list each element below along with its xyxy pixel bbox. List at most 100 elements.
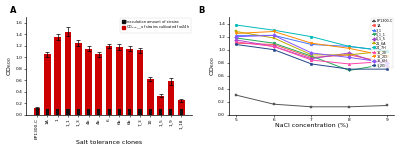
24_7H [309,36,314,38]
16_6H [384,62,389,64]
24_7H [347,45,352,47]
Text: B: B [199,6,205,15]
16_2D [384,55,389,57]
Bar [46,109,49,115]
5_1_1 [234,37,238,39]
Bar [126,49,133,115]
Bar [34,108,40,115]
Bar [168,81,174,115]
Line: 24_7H: 24_7H [235,24,388,52]
1_2G [347,68,352,70]
1A [234,42,238,44]
Bar [65,32,71,115]
21_6A [234,31,238,32]
16_6H [309,52,314,54]
3_1 [271,34,276,36]
Y-axis label: OD$_{600}$: OD$_{600}$ [6,56,14,76]
Line: 1A: 1A [235,42,388,64]
16_6H [347,57,352,58]
Text: A: A [10,6,16,15]
1A [271,44,276,45]
Line: 21_6A: 21_6A [235,30,388,56]
1_2G [271,49,276,51]
Legend: Inoculation amount of strains, OD$_{600}$__ of strains cultivated for24h: Inoculation amount of strains, OD$_{600}… [120,18,191,33]
24_7H [271,29,276,31]
Bar [169,109,172,115]
Bar [137,50,143,115]
21_6A [271,37,276,39]
5_1_5 [271,45,276,47]
16_2D [347,47,352,49]
Bar [106,46,112,115]
1_2G [384,68,389,70]
Bar [36,108,39,115]
EP1300-C [234,94,238,96]
21_6A [384,50,389,52]
Line: 5_1_5: 5_1_5 [235,39,388,67]
Bar [149,109,152,115]
Line: 3_1: 3_1 [235,34,388,52]
Bar [108,109,111,115]
16_2D [309,42,314,44]
X-axis label: NaCl concentration (%): NaCl concentration (%) [275,124,348,129]
Y-axis label: OD$_{600}$: OD$_{600}$ [208,56,217,76]
EP1300-C [384,105,389,106]
Legend: EP1300-C, 1A, 3_1, 5_1_1, 5_1_5, 21_6A, 24_7H, 16_2E, 16_2D, 16_6H, 1_2G: EP1300-C, 1A, 3_1, 5_1_1, 5_1_5, 21_6A, … [371,18,394,68]
21_6A [347,54,352,56]
Bar [157,96,164,115]
3_1 [234,34,238,36]
1A [347,54,352,56]
Line: 16_2D: 16_2D [235,30,388,58]
Bar [56,109,59,115]
Bar [66,109,70,115]
16_2E [347,63,352,65]
5_1_1 [347,69,352,71]
3_1 [384,50,389,52]
5_1_5 [309,58,314,60]
Bar [116,47,123,115]
21_6A [309,54,314,56]
5_1_5 [234,39,238,41]
3_1 [347,45,352,47]
Bar [159,109,162,115]
16_2E [271,45,276,47]
Bar [77,109,80,115]
16_2D [271,31,276,32]
X-axis label: Salt tolerance clones: Salt tolerance clones [76,140,142,145]
1_2G [309,63,314,65]
Line: 5_1_1: 5_1_1 [235,37,388,72]
5_1_1 [309,55,314,57]
Line: 16_6H: 16_6H [235,34,388,64]
Line: 16_2E: 16_2E [235,40,388,65]
5_1_5 [384,65,389,67]
24_7H [234,24,238,26]
Bar [87,109,90,115]
Bar [44,55,51,115]
16_2E [234,41,238,43]
EP1300-C [271,103,276,105]
24_7H [384,50,389,52]
16_6H [234,36,238,38]
5_1_1 [271,42,276,44]
16_2E [384,60,389,62]
1_2G [234,44,238,45]
Line: 1_2G: 1_2G [235,43,388,71]
Bar [96,55,102,115]
1A [384,62,389,64]
EP1300-C [309,106,314,108]
5_1_1 [384,63,389,65]
5_1_5 [347,52,352,54]
Bar [118,109,121,115]
Line: EP1300-C: EP1300-C [235,94,388,108]
Bar [97,109,100,115]
16_2D [234,32,238,34]
Bar [85,49,92,115]
16_2E [309,59,314,61]
Bar [147,79,154,115]
Bar [138,109,142,115]
1A [309,57,314,58]
16_6H [271,34,276,36]
Bar [128,109,131,115]
Bar [178,100,184,115]
Bar [54,37,61,115]
